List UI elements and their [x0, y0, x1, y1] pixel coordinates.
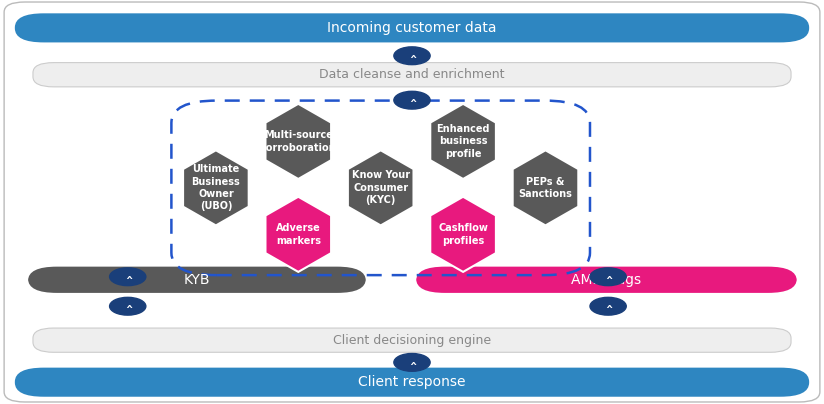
Polygon shape — [430, 197, 496, 272]
Text: ‹: ‹ — [405, 361, 419, 366]
Text: ‹: ‹ — [405, 54, 419, 59]
Circle shape — [590, 297, 626, 315]
Circle shape — [110, 268, 146, 286]
Text: Incoming customer data: Incoming customer data — [327, 21, 497, 35]
Text: KYB: KYB — [184, 273, 210, 287]
Text: ‹: ‹ — [121, 305, 134, 309]
FancyBboxPatch shape — [15, 368, 809, 397]
Polygon shape — [265, 197, 331, 272]
Text: Cashflow
profiles: Cashflow profiles — [438, 223, 488, 246]
Circle shape — [110, 297, 146, 315]
Circle shape — [394, 47, 430, 65]
Text: Know Your
Consumer
(KYC): Know Your Consumer (KYC) — [352, 170, 410, 205]
Text: ‹: ‹ — [405, 99, 419, 103]
FancyBboxPatch shape — [33, 63, 791, 87]
FancyBboxPatch shape — [33, 328, 791, 352]
Text: Client response: Client response — [358, 375, 466, 389]
Text: ‹: ‹ — [602, 305, 615, 309]
Polygon shape — [183, 150, 249, 225]
FancyBboxPatch shape — [15, 13, 809, 42]
Text: AML Flags: AML Flags — [571, 273, 642, 287]
Text: Ultimate
Business
Owner
(UBO): Ultimate Business Owner (UBO) — [191, 164, 241, 211]
FancyBboxPatch shape — [416, 267, 797, 293]
Polygon shape — [430, 104, 496, 179]
Polygon shape — [513, 150, 578, 225]
FancyBboxPatch shape — [28, 267, 366, 293]
Text: ‹: ‹ — [602, 275, 615, 280]
Text: Multi-source
corroboration: Multi-source corroboration — [260, 130, 336, 153]
Text: ‹: ‹ — [121, 275, 134, 280]
Polygon shape — [348, 150, 414, 225]
Text: Enhanced
business
profile: Enhanced business profile — [437, 124, 489, 159]
Text: Adverse
markers: Adverse markers — [276, 223, 321, 246]
Circle shape — [394, 91, 430, 109]
Circle shape — [590, 268, 626, 286]
Circle shape — [394, 354, 430, 371]
Polygon shape — [265, 104, 331, 179]
Text: PEPs &
Sanctions: PEPs & Sanctions — [518, 177, 573, 199]
Text: Client decisioning engine: Client decisioning engine — [333, 334, 491, 347]
Text: Data cleanse and enrichment: Data cleanse and enrichment — [319, 68, 505, 81]
